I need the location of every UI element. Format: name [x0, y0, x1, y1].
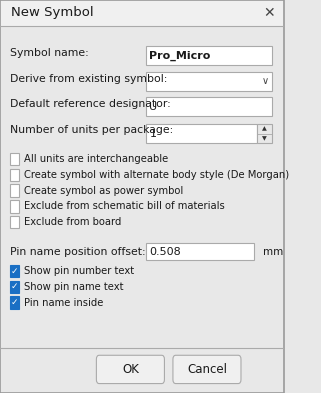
Text: Create symbol with alternate body style (De Morgan): Create symbol with alternate body style …: [24, 170, 289, 180]
Text: Cancel: Cancel: [187, 363, 227, 376]
Text: Show pin name text: Show pin name text: [24, 282, 124, 292]
Text: Symbol name:: Symbol name:: [10, 48, 89, 58]
FancyBboxPatch shape: [256, 124, 272, 143]
FancyBboxPatch shape: [0, 0, 283, 26]
Text: 1: 1: [149, 129, 156, 139]
FancyBboxPatch shape: [10, 265, 19, 277]
Text: ✓: ✓: [11, 267, 18, 275]
FancyBboxPatch shape: [10, 184, 19, 197]
Text: 0.508: 0.508: [149, 246, 181, 257]
Text: ✕: ✕: [264, 6, 275, 20]
Text: ✓: ✓: [11, 283, 18, 291]
FancyBboxPatch shape: [10, 169, 19, 181]
Text: Derive from existing symbol:: Derive from existing symbol:: [10, 73, 167, 84]
Text: ∨: ∨: [262, 76, 269, 86]
FancyBboxPatch shape: [146, 97, 272, 116]
Text: Create symbol as power symbol: Create symbol as power symbol: [24, 185, 183, 196]
FancyBboxPatch shape: [10, 216, 19, 228]
FancyBboxPatch shape: [173, 355, 241, 384]
Text: All units are interchangeable: All units are interchangeable: [24, 154, 168, 164]
FancyBboxPatch shape: [146, 72, 272, 91]
Text: ✓: ✓: [11, 298, 18, 307]
Text: Pro_Micro: Pro_Micro: [149, 51, 211, 61]
FancyBboxPatch shape: [10, 296, 19, 309]
FancyBboxPatch shape: [10, 153, 19, 165]
Text: New Symbol: New Symbol: [11, 6, 94, 19]
Text: Show pin number text: Show pin number text: [24, 266, 134, 276]
Text: Exclude from schematic bill of materials: Exclude from schematic bill of materials: [24, 201, 225, 211]
FancyBboxPatch shape: [146, 124, 256, 143]
FancyBboxPatch shape: [146, 46, 272, 65]
Text: Number of units per package:: Number of units per package:: [10, 125, 173, 136]
FancyBboxPatch shape: [96, 355, 164, 384]
FancyBboxPatch shape: [146, 242, 254, 260]
Text: Default reference designator:: Default reference designator:: [10, 99, 171, 109]
Text: ▲: ▲: [262, 127, 267, 131]
Text: Exclude from board: Exclude from board: [24, 217, 121, 227]
Text: U: U: [149, 102, 158, 112]
Text: OK: OK: [122, 363, 139, 376]
FancyBboxPatch shape: [10, 200, 19, 213]
Text: Pin name inside: Pin name inside: [24, 298, 103, 308]
Text: Pin name position offset:: Pin name position offset:: [10, 246, 145, 257]
Text: mm: mm: [264, 246, 284, 257]
Text: ▼: ▼: [262, 136, 267, 141]
FancyBboxPatch shape: [10, 281, 19, 293]
